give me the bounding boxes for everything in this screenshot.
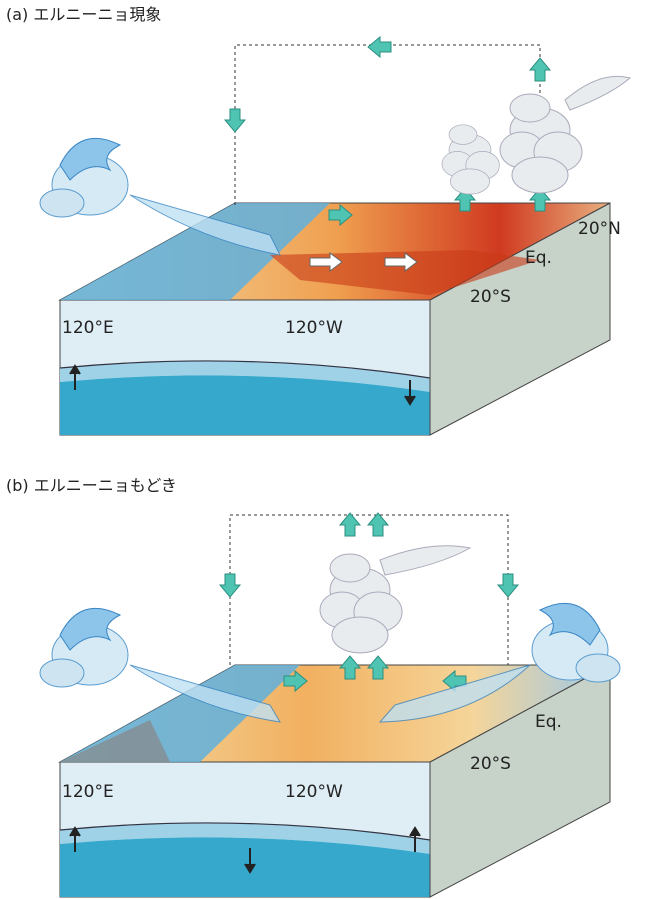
lat-label: Eq. (525, 248, 552, 268)
lat-label: 20°S (470, 287, 511, 307)
lon-label: 120°E (62, 318, 114, 338)
lon-label: 120°E (62, 782, 114, 802)
panel-title: (b) エルニーニョもどき (6, 476, 177, 495)
lat-label: 20°S (470, 754, 511, 774)
lat-label: 20°N (578, 219, 621, 239)
panel-title: (a) エルニーニョ現象 (6, 5, 161, 24)
lon-label: 120°W (285, 782, 343, 802)
lon-label: 120°W (285, 318, 343, 338)
lat-label: Eq. (535, 712, 562, 732)
